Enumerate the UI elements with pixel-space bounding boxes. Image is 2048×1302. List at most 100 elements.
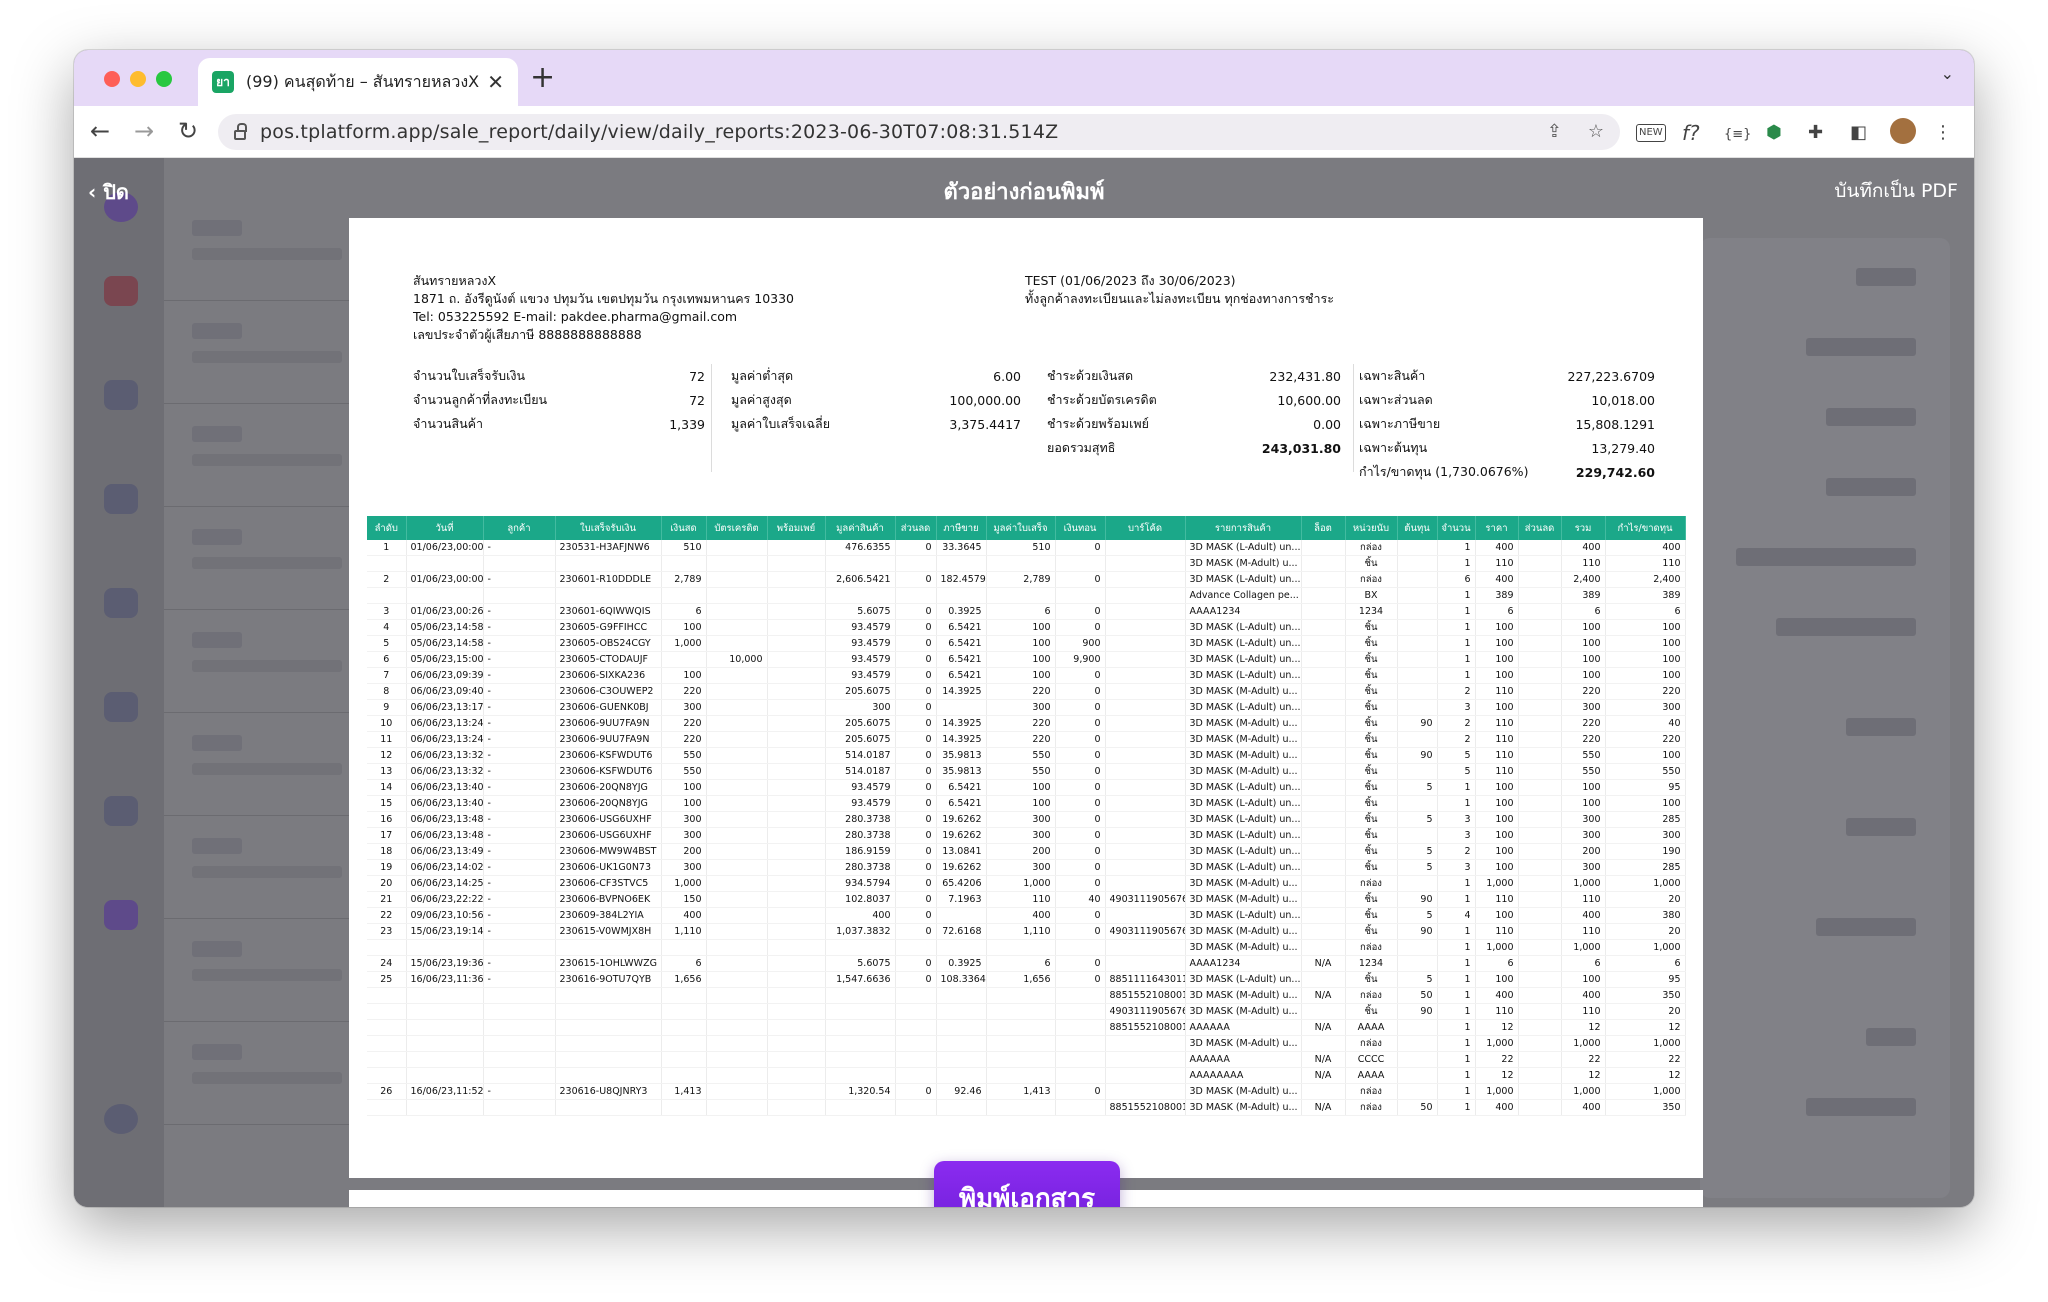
table-cell: 0 — [1055, 843, 1106, 861]
profile-avatar[interactable] — [1890, 118, 1916, 144]
table-cell: 220 — [1605, 683, 1686, 701]
summary-value: 10,018.00 — [1591, 392, 1655, 408]
table-cell: 3D MASK (L-Adult) un... — [1185, 859, 1302, 877]
table-cell — [483, 1003, 556, 1021]
table-cell: 4 — [367, 619, 407, 637]
table-cell — [1055, 555, 1106, 573]
summary-row: เฉพาะต้นทุน 13,279.40 — [1359, 436, 1655, 460]
json-extension-icon[interactable]: {≡} — [1724, 127, 1752, 142]
table-cell — [1055, 1099, 1106, 1117]
summary-value: 0.00 — [1313, 416, 1341, 432]
table-cell — [1397, 1083, 1438, 1101]
back-arrow-icon[interactable]: ← — [90, 117, 111, 145]
preview-title: ตัวอย่างก่อนพิมพ์ — [943, 180, 1105, 205]
reload-icon[interactable]: ↻ — [178, 117, 199, 145]
table-cell: 400 — [1561, 907, 1606, 925]
table-cell: 25 — [367, 971, 407, 989]
table-cell: 220 — [986, 683, 1056, 701]
table-cell — [767, 827, 826, 845]
maximize-window-dot[interactable] — [156, 71, 172, 87]
background-list-item — [164, 1022, 414, 1125]
table-cell: 0 — [895, 907, 937, 925]
summary-value: 72 — [689, 368, 705, 384]
table-cell — [1397, 651, 1438, 669]
table-cell: 1,000 — [1561, 939, 1606, 957]
table-cell — [706, 779, 768, 797]
new-tab-plus-icon[interactable]: + — [530, 60, 556, 95]
table-cell — [483, 939, 556, 957]
table-cell — [767, 699, 826, 717]
browser-tab[interactable]: ยา (99) คนสุดท้าย – สันทรายหลวงX ✕ — [198, 58, 518, 106]
new-badge-extension-icon[interactable]: NEW — [1636, 124, 1666, 142]
address-bar[interactable]: pos.tplatform.app/sale_report/daily/view… — [218, 114, 1620, 150]
background-detail-panel — [1700, 238, 1950, 1198]
table-cell — [706, 619, 768, 637]
table-cell — [1105, 811, 1186, 829]
table-header-cell: ลำดับ — [367, 516, 407, 540]
table-cell: 5 — [1437, 747, 1476, 765]
table-cell: 5.6075 — [825, 955, 896, 973]
table-cell: 6 — [1437, 571, 1476, 589]
table-cell — [706, 811, 768, 829]
table-cell — [1301, 699, 1346, 717]
bookmark-star-icon[interactable]: ☆ — [1587, 121, 1604, 142]
table-cell — [1301, 603, 1346, 621]
favicon-icon: ยา — [212, 71, 234, 93]
browser-menu-icon[interactable]: ⋮ — [1934, 122, 1952, 143]
table-cell — [986, 1019, 1056, 1037]
side-panel-icon[interactable]: ◧ — [1850, 122, 1868, 143]
minimize-window-dot[interactable] — [130, 71, 146, 87]
table-cell: 06/06/23,13:48 — [406, 827, 484, 845]
table-cell — [1105, 651, 1186, 669]
table-cell: 230606-KSFWDUT6 — [555, 747, 662, 765]
tab-search-chevron-icon[interactable]: ⌄ — [1940, 64, 1954, 83]
formula-extension-icon[interactable]: f? — [1682, 121, 1700, 145]
table-cell: 1 — [1437, 971, 1476, 989]
table-cell: 5 — [367, 635, 407, 653]
table-cell: 0 — [1055, 795, 1106, 813]
android-extension-icon[interactable]: ⬢ — [1766, 122, 1782, 143]
summary-receipts: จำนวนใบเสร็จรับเงิน 72 จำนวนลูกค้าที่ลงทะเ… — [413, 364, 705, 436]
table-cell: 230616-U8QJNRY3 — [555, 1083, 662, 1101]
extensions-puzzle-icon[interactable]: ✚ — [1808, 122, 1824, 143]
browser-window: ยา (99) คนสุดท้าย – สันทรายหลวงX ✕ + ⌄ ←… — [74, 50, 1974, 1207]
lock-icon[interactable] — [234, 123, 247, 140]
table-cell: 19.6262 — [936, 811, 987, 829]
close-preview-button[interactable]: ‹ ปิด — [88, 180, 129, 204]
print-document-button[interactable]: พิมพ์เอกสาร — [934, 1161, 1120, 1207]
table-cell: 220 — [661, 683, 707, 701]
forward-arrow-icon[interactable]: → — [134, 117, 155, 145]
table-cell: 400 — [986, 907, 1056, 925]
table-cell: 230606-9UU7FA9N — [555, 731, 662, 749]
table-cell: 1,000 — [1561, 1035, 1606, 1053]
share-icon[interactable]: ⇪ — [1546, 121, 1562, 142]
table-cell — [661, 1035, 707, 1053]
table-header-cell: ราคา — [1475, 516, 1519, 540]
summary-value: 72 — [689, 392, 705, 408]
table-cell — [767, 811, 826, 829]
table-cell — [895, 587, 937, 605]
table-cell — [895, 1051, 937, 1069]
save-pdf-button[interactable]: บันทึกเป็น PDF — [1834, 180, 1958, 202]
table-cell: 0.3925 — [936, 955, 987, 973]
table-cell — [936, 699, 987, 717]
table-cell: 1 — [1437, 955, 1476, 973]
table-cell — [1397, 875, 1438, 893]
table-cell: 230606-C3OUWEP2 — [555, 683, 662, 701]
table-cell: 280.3738 — [825, 859, 896, 877]
table-cell: 0 — [895, 779, 937, 797]
table-cell — [706, 731, 768, 749]
table-cell — [1518, 939, 1562, 957]
close-tab-icon[interactable]: ✕ — [487, 70, 504, 94]
table-cell: 3 — [1437, 859, 1476, 877]
table-cell: 100 — [986, 667, 1056, 685]
shop-address: 1871 ถ. อังรีดูนังต์ แขวง ปทุมวัน เขตปทุ… — [413, 291, 795, 306]
table-cell: ชิ้น — [1345, 971, 1398, 989]
table-cell: AAAAAA — [1185, 1051, 1302, 1069]
table-cell: 100 — [1605, 635, 1686, 653]
table-cell — [767, 955, 826, 973]
table-cell — [1518, 923, 1562, 941]
table-cell — [661, 1019, 707, 1037]
url-text[interactable]: pos.tplatform.app/sale_report/daily/view… — [260, 121, 1059, 143]
close-window-dot[interactable] — [104, 71, 120, 87]
